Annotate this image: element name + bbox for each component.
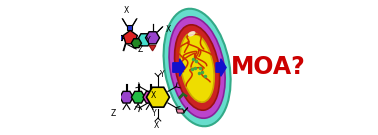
Ellipse shape [180,33,214,102]
Text: Y: Y [146,36,150,45]
FancyArrow shape [173,59,185,76]
Polygon shape [146,32,160,44]
Text: X: X [166,25,170,34]
Polygon shape [149,45,156,51]
Text: X: X [151,91,156,100]
Polygon shape [146,87,169,107]
Polygon shape [108,91,122,103]
Text: X: X [124,6,129,15]
Ellipse shape [169,17,225,118]
Text: Y: Y [152,109,157,118]
Polygon shape [138,34,152,46]
Polygon shape [123,30,137,44]
FancyArrow shape [216,59,226,76]
Text: MOA?: MOA? [231,55,305,80]
Ellipse shape [164,9,231,126]
Bar [117,35,122,40]
Ellipse shape [188,31,195,36]
Polygon shape [131,39,141,48]
Bar [127,25,132,30]
Text: Y: Y [160,70,164,79]
Polygon shape [143,91,156,103]
Text: Z: Z [137,45,143,54]
Polygon shape [132,91,145,103]
Ellipse shape [175,25,220,110]
Text: X: X [154,122,159,131]
Polygon shape [176,109,184,113]
Text: Z: Z [111,109,116,118]
Polygon shape [120,91,133,103]
